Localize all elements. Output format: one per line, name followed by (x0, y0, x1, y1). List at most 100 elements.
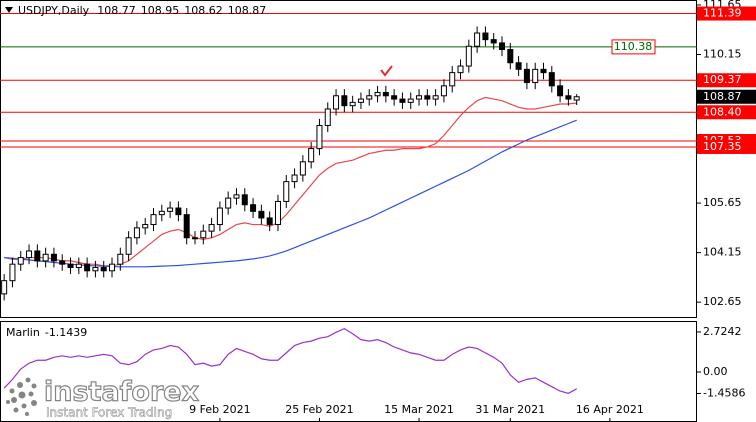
price-label: 108.87 (703, 90, 742, 103)
candle-body (565, 95, 572, 100)
candle-body (333, 95, 340, 110)
candle-body (573, 96, 580, 101)
y2-tick-label: -1.4586 (703, 386, 745, 399)
ohlc-close: 108.87 (228, 4, 267, 17)
candle-body (341, 95, 348, 107)
indicator-name: Marlin (6, 326, 40, 339)
y2-tick-label: 0.00 (703, 365, 728, 378)
level-label-box (697, 6, 756, 21)
candle-body (424, 95, 431, 100)
candle-body (233, 194, 240, 199)
candle-body (250, 204, 257, 212)
candle-body (291, 174, 298, 183)
ohlc-open: 108.77 (97, 4, 136, 17)
candle-body (457, 65, 464, 74)
x-tick-label: 31 Mar 2021 (475, 403, 545, 416)
candle-body (75, 263, 82, 268)
candle-body (208, 224, 215, 232)
candle-body (324, 108, 331, 126)
candle-body (200, 230, 207, 239)
candle-body (225, 197, 232, 209)
y2-tick-label: 2.7242 (703, 325, 742, 338)
candle-body (117, 253, 124, 265)
level-label: 110.38 (614, 40, 653, 53)
level-label-box (697, 139, 756, 154)
watermark: instaforex Instant Forex Trading (6, 376, 200, 420)
candle-body (399, 98, 406, 103)
candle-body (382, 91, 389, 97)
y-tick-label: 105.65 (703, 196, 742, 209)
candle-body (125, 237, 132, 255)
level-label: 111.39 (703, 7, 742, 20)
level-label-box (611, 39, 656, 55)
candle-body (167, 207, 174, 212)
candle-body (490, 39, 497, 44)
candle-body (175, 207, 182, 216)
candle-body (474, 32, 481, 47)
candle-body (158, 210, 165, 216)
main-panel-frame (0, 0, 697, 318)
indicator-title: Marlin -1.1439 (6, 326, 87, 339)
candle-body (507, 49, 514, 64)
candle-body (9, 263, 16, 282)
candle-body (482, 32, 489, 41)
candle-body (183, 214, 190, 239)
symbol-period: USDJPY,Daily (18, 4, 90, 17)
candle-body (26, 250, 33, 259)
watermark-brand: instaforex (44, 377, 199, 408)
indicator-panel (3, 327, 577, 394)
indicator-line (3, 327, 577, 394)
candle-body (349, 101, 356, 107)
watermark-logo (6, 377, 37, 416)
candle-body (92, 266, 99, 272)
candle-body (84, 263, 91, 272)
candle-body (548, 72, 555, 87)
y-tick-label: 111.65 (703, 0, 742, 11)
candle-body (557, 85, 564, 97)
candle-body (266, 217, 273, 226)
candle-body (34, 250, 41, 262)
candle-body (391, 95, 398, 100)
level-label-box (697, 105, 756, 120)
candle-body (440, 85, 447, 97)
candle-body (150, 214, 157, 226)
candle-body (191, 237, 198, 240)
level-label: 107.35 (703, 140, 742, 153)
candle-body (42, 253, 49, 262)
candle-body (241, 194, 248, 206)
candle-body (416, 95, 423, 100)
candle-body (432, 95, 439, 100)
candle-body (316, 124, 323, 150)
candle-body (357, 98, 364, 103)
y-tick-label: 104.15 (703, 246, 742, 259)
x-tick-label: 25 Feb 2021 (285, 403, 353, 416)
level-label: 108.40 (703, 105, 742, 118)
moving-average (4, 96, 577, 267)
candle-body (1, 280, 8, 295)
candle-body (515, 62, 522, 70)
candle-body (133, 227, 140, 239)
check-mark (380, 65, 393, 77)
candle-body (540, 68, 547, 74)
ohlc-low: 108.62 (184, 4, 223, 17)
price-box (697, 89, 756, 104)
candle-body (50, 253, 57, 262)
candle-body (523, 68, 530, 84)
candle-body (499, 42, 506, 51)
candle-body (308, 148, 315, 163)
candle-body (366, 95, 373, 100)
candle-body (258, 210, 265, 219)
level-label-box (697, 73, 756, 88)
chart-title: USDJPY,Daily 108.77 108.95 108.62 108.87 (18, 4, 266, 17)
main-panel (0, 13, 697, 301)
indicator-value: -1.1439 (45, 326, 87, 339)
x-tick-label: 15 Mar 2021 (384, 403, 454, 416)
x-tick-label: 9 Feb 2021 (189, 403, 250, 416)
candle-body (299, 161, 306, 176)
moving-average (4, 119, 577, 268)
x-tick-label: 16 Apr 2021 (576, 403, 644, 416)
axes: 111.65 110.15 105.65 104.15 102.65 2.7242 0.00… (189, 0, 756, 422)
candle-body (216, 207, 223, 226)
